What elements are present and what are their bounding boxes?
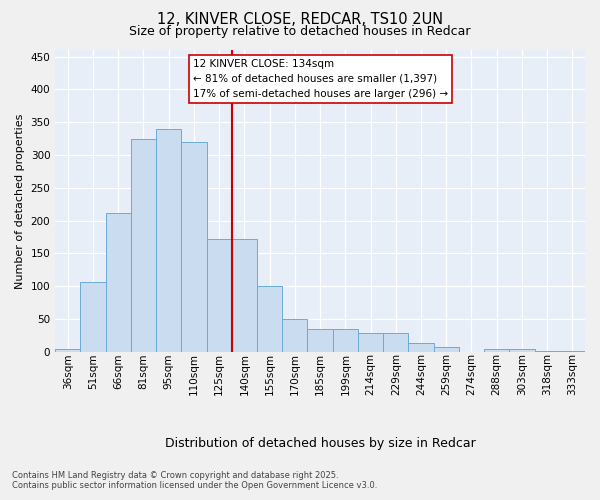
Text: Contains HM Land Registry data © Crown copyright and database right 2025.
Contai: Contains HM Land Registry data © Crown c… [12, 470, 377, 490]
X-axis label: Distribution of detached houses by size in Redcar: Distribution of detached houses by size … [165, 437, 475, 450]
Bar [232, 239, 257, 352]
Bar [206, 239, 232, 352]
Bar [560, 351, 585, 352]
Text: 12 KINVER CLOSE: 134sqm
← 81% of detached houses are smaller (1,397)
17% of semi: 12 KINVER CLOSE: 134sqm ← 81% of detache… [193, 59, 448, 98]
Bar [257, 286, 282, 352]
Bar [535, 351, 560, 352]
Bar [509, 348, 535, 352]
Bar [156, 128, 181, 352]
Bar [307, 329, 332, 352]
Bar [383, 334, 409, 352]
Bar [484, 348, 509, 352]
Bar [131, 138, 156, 352]
Text: Size of property relative to detached houses in Redcar: Size of property relative to detached ho… [129, 25, 471, 38]
Y-axis label: Number of detached properties: Number of detached properties [15, 113, 25, 288]
Bar [106, 212, 131, 352]
Bar [434, 346, 459, 352]
Bar [409, 342, 434, 352]
Bar [332, 329, 358, 352]
Bar [80, 282, 106, 352]
Bar [358, 334, 383, 352]
Text: 12, KINVER CLOSE, REDCAR, TS10 2UN: 12, KINVER CLOSE, REDCAR, TS10 2UN [157, 12, 443, 28]
Bar [282, 319, 307, 352]
Bar [181, 142, 206, 352]
Bar [55, 348, 80, 352]
